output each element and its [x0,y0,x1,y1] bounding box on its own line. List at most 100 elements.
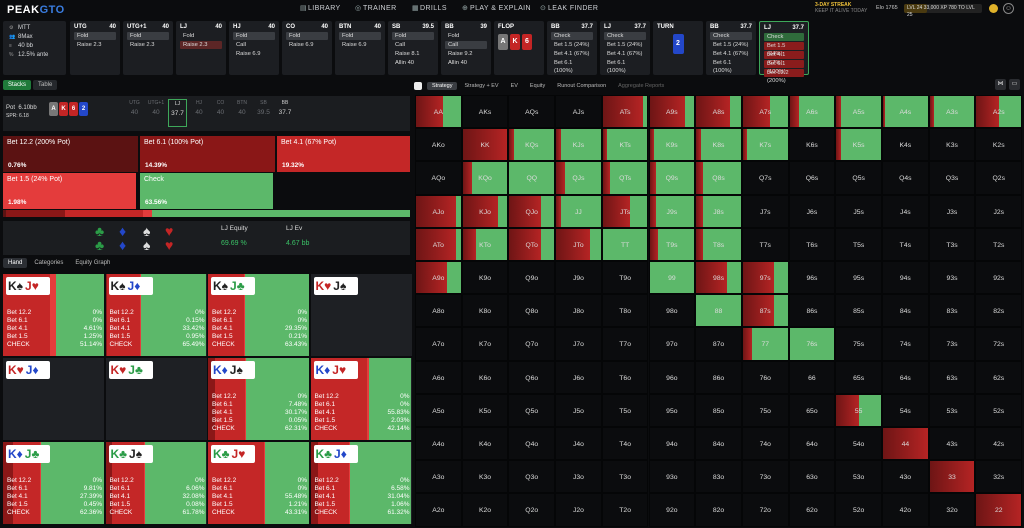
grid-cell[interactable]: Q5o [508,393,556,427]
tab-aggregate-reports[interactable]: Aggregate Reports [618,83,665,89]
action-option[interactable]: Fold [448,33,460,39]
combo-card[interactable]: K♦ J♥ Bet 12.2 0% Bet 6.1 0% Bet 4.1 55.83% Bet … [310,358,412,440]
streak-badge[interactable]: 3-DAY STREAK KEEP IT ALIVE TODAY [815,2,867,14]
action-option[interactable]: Fold [339,32,381,40]
grid-cell[interactable]: T9o [601,261,649,295]
seat-utg[interactable]: UTG 40 [129,100,140,116]
grid-cell[interactable]: 99 [648,261,696,295]
grid-cell[interactable]: AKs [461,95,509,129]
position-panel-sb[interactable]: SB 39.5 Fold Call Raise 8.1 Allin 40 [388,21,438,75]
grid-cell[interactable]: 42o [882,493,929,527]
grid-cell[interactable]: Q7s [741,161,789,195]
grid-cell[interactable]: KQo [461,161,509,195]
grid-cell[interactable]: K6o [461,360,509,394]
grid-cell[interactable]: Q4o [508,427,556,461]
action-option[interactable]: Fold [392,32,434,40]
action-option[interactable]: Fold [74,32,116,40]
grid-cell[interactable]: Q6s [788,161,836,195]
grid-cell[interactable]: 76o [741,360,789,394]
grid-cell[interactable]: T4o [601,427,649,461]
grid-cell[interactable]: 88 [695,294,742,328]
action-option[interactable]: Raise 2.3 [77,42,102,48]
tab-equity-graph[interactable]: Equity Graph [75,260,111,266]
seat-utgplus1[interactable]: UTG+1 40 [147,100,165,116]
action-option[interactable]: Fold [183,33,195,39]
grid-cell[interactable]: QJo [508,194,556,228]
action-option[interactable]: Bet 1.5 (24%) [713,42,749,48]
grid-cell[interactable]: 73s [928,327,976,361]
grid-cell[interactable]: 55 [835,393,882,427]
position-panel-lj[interactable]: LJ 40 Fold Raise 2.3 [176,21,226,75]
grid-cell[interactable]: J9o [555,261,602,295]
grid-cell[interactable]: K6s [788,128,836,162]
toggle-icon[interactable] [414,82,422,90]
grid-cell[interactable]: A6o [415,360,462,394]
tab-stacks[interactable]: Stacks [3,80,32,90]
grid-cell[interactable]: QJs [555,161,602,195]
position-panel-bb[interactable]: BB 37.7 Check Bet 1.5 (24%) Bet 4.1 (67%) Bet… [547,21,597,75]
action-option[interactable]: Allin 40 [448,60,468,66]
grid-cell[interactable]: 87s [741,294,789,328]
coin-icon[interactable] [989,4,998,13]
gamepad-icon[interactable]: ▭ [1009,79,1020,90]
action-option[interactable]: Fold [233,32,275,40]
nav-library[interactable]: ▤LIBRARY [300,5,341,12]
grid-cell[interactable]: 63s [928,360,976,394]
combo-card[interactable]: K♥ J♠ [310,274,412,356]
action-option[interactable]: Raise 6.9 [236,51,261,57]
grid-cell[interactable]: KQs [508,128,556,162]
grid-cell[interactable]: 83o [695,460,742,494]
grid-cell[interactable]: T7o [601,327,649,361]
grid-cell[interactable]: AQo [415,161,462,195]
grid-cell[interactable]: J6s [788,194,836,228]
action-option[interactable]: Check [604,32,646,40]
grid-cell[interactable]: 54o [835,427,882,461]
grid-cell[interactable]: T7s [741,227,789,261]
grid-cell[interactable]: 95o [648,393,696,427]
action-option[interactable]: Bet 6.1 (100%) [713,60,732,74]
grid-cell[interactable]: 97s [741,261,789,295]
tab-strategy[interactable]: Strategy [427,82,458,90]
action-option[interactable]: Allin 40 [395,60,415,66]
nav-play-explain[interactable]: ⊕ PLAY & EXPLAIN [462,5,531,12]
grid-cell[interactable]: 65s [835,360,882,394]
grid-cell[interactable]: 66 [788,360,836,394]
seat-lj[interactable]: LJ 37.7 [168,99,187,127]
action-option[interactable]: Call [236,42,246,48]
grid-cell[interactable]: 87o [695,327,742,361]
action-box[interactable]: Bet 12.2 (200% Pot) 0.76% [3,136,138,172]
nav-drills[interactable]: ▦DRILLS [412,5,447,12]
grid-cell[interactable]: 83s [928,294,976,328]
grid-cell[interactable]: 22 [975,493,1023,527]
action-box[interactable]: Bet 1.5 (24% Pot) 1.98% [3,173,136,209]
position-panel-utg[interactable]: UTG 40 Fold Raise 2.3 [70,21,120,75]
grid-cell[interactable]: J3s [928,194,976,228]
position-panel-co[interactable]: CO 40 Fold Raise 6.9 [282,21,332,75]
grid-cell[interactable]: 72o [741,493,789,527]
grid-cell[interactable]: KJo [461,194,509,228]
grid-cell[interactable]: KTo [461,227,509,261]
grid-cell[interactable]: 92o [648,493,696,527]
grid-cell[interactable]: A3o [415,460,462,494]
action-option[interactable]: Raise 6.9 [342,42,367,48]
grid-cell[interactable]: 92s [975,261,1023,295]
action-option[interactable]: Check [764,33,804,41]
grid-cell[interactable]: J6o [555,360,602,394]
position-panel-hj[interactable]: HJ 40 Fold Call Raise 6.9 [229,21,279,75]
grid-cell[interactable]: J8s [695,194,742,228]
grid-cell[interactable]: 42s [975,427,1023,461]
grid-cell[interactable]: 93o [648,460,696,494]
grid-cell[interactable]: A8s [695,95,742,129]
grid-cell[interactable]: K8o [461,294,509,328]
grid-cell[interactable]: 44 [882,427,929,461]
grid-cell[interactable]: Q2o [508,493,556,527]
nav-leak-finder[interactable]: ⊙ LEAK FINDER [540,5,599,12]
avatar[interactable]: ☺ [1003,3,1014,14]
grid-cell[interactable]: A4s [882,95,929,129]
grid-cell[interactable]: 53s [928,393,976,427]
grid-cell[interactable]: 86o [695,360,742,394]
grid-cell[interactable]: QTs [601,161,649,195]
grid-cell[interactable]: A9s [648,95,696,129]
grid-cell[interactable]: 74o [741,427,789,461]
grid-cell[interactable]: AJs [555,95,602,129]
